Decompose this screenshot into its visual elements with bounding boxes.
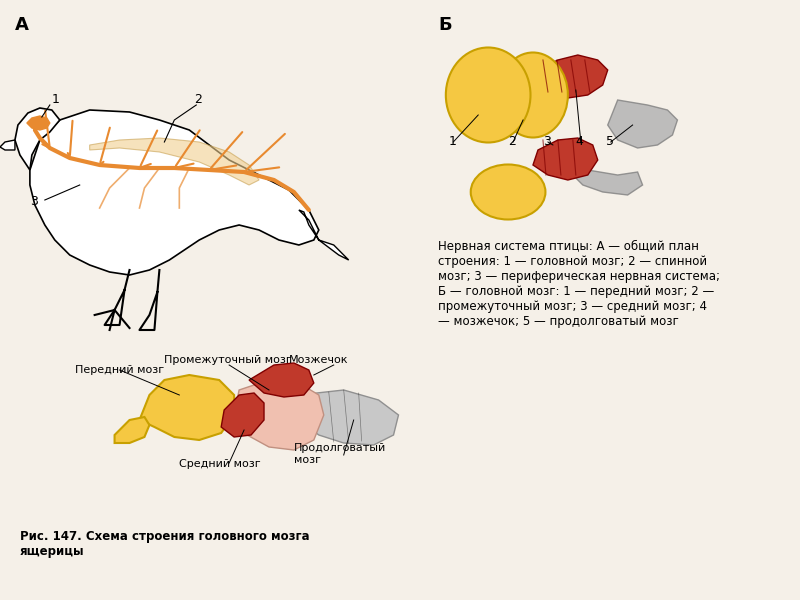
Text: Средний мозг: Средний мозг	[179, 459, 261, 469]
Polygon shape	[249, 363, 314, 397]
Ellipse shape	[498, 52, 568, 137]
Polygon shape	[608, 100, 678, 148]
Polygon shape	[114, 417, 150, 443]
Circle shape	[32, 122, 38, 128]
Text: 3: 3	[30, 195, 38, 208]
Text: Нервная система птицы: А — общий план
строения: 1 — головной мозг; 2 — спинной
м: Нервная система птицы: А — общий план ст…	[438, 240, 720, 328]
Polygon shape	[299, 210, 349, 260]
Polygon shape	[234, 380, 324, 450]
Polygon shape	[139, 375, 234, 440]
Polygon shape	[573, 170, 642, 195]
Ellipse shape	[470, 164, 546, 220]
Polygon shape	[299, 390, 398, 445]
Polygon shape	[533, 55, 608, 98]
Text: 3: 3	[543, 135, 551, 148]
Polygon shape	[533, 138, 598, 180]
Text: Передний мозг: Передний мозг	[74, 365, 164, 375]
Polygon shape	[15, 108, 60, 170]
Polygon shape	[0, 140, 15, 150]
Text: 1: 1	[52, 93, 60, 106]
Text: Рис. 147. Схема строения головного мозга
ящерицы: Рис. 147. Схема строения головного мозга…	[20, 530, 310, 558]
Ellipse shape	[446, 47, 530, 142]
Text: 5: 5	[606, 135, 614, 148]
Polygon shape	[221, 393, 264, 437]
Polygon shape	[90, 138, 259, 185]
Text: Продолговатый
мозг: Продолговатый мозг	[294, 443, 386, 465]
Text: Промежуточный мозг: Промежуточный мозг	[164, 355, 292, 365]
Text: 4: 4	[576, 135, 584, 148]
Polygon shape	[30, 110, 318, 275]
Polygon shape	[27, 116, 50, 130]
Text: 2: 2	[194, 93, 202, 106]
Text: Б: Б	[438, 16, 452, 34]
Text: 2: 2	[508, 135, 516, 148]
Text: А: А	[15, 16, 29, 34]
Text: Мозжечок: Мозжечок	[289, 355, 349, 365]
Text: 1: 1	[448, 135, 456, 148]
